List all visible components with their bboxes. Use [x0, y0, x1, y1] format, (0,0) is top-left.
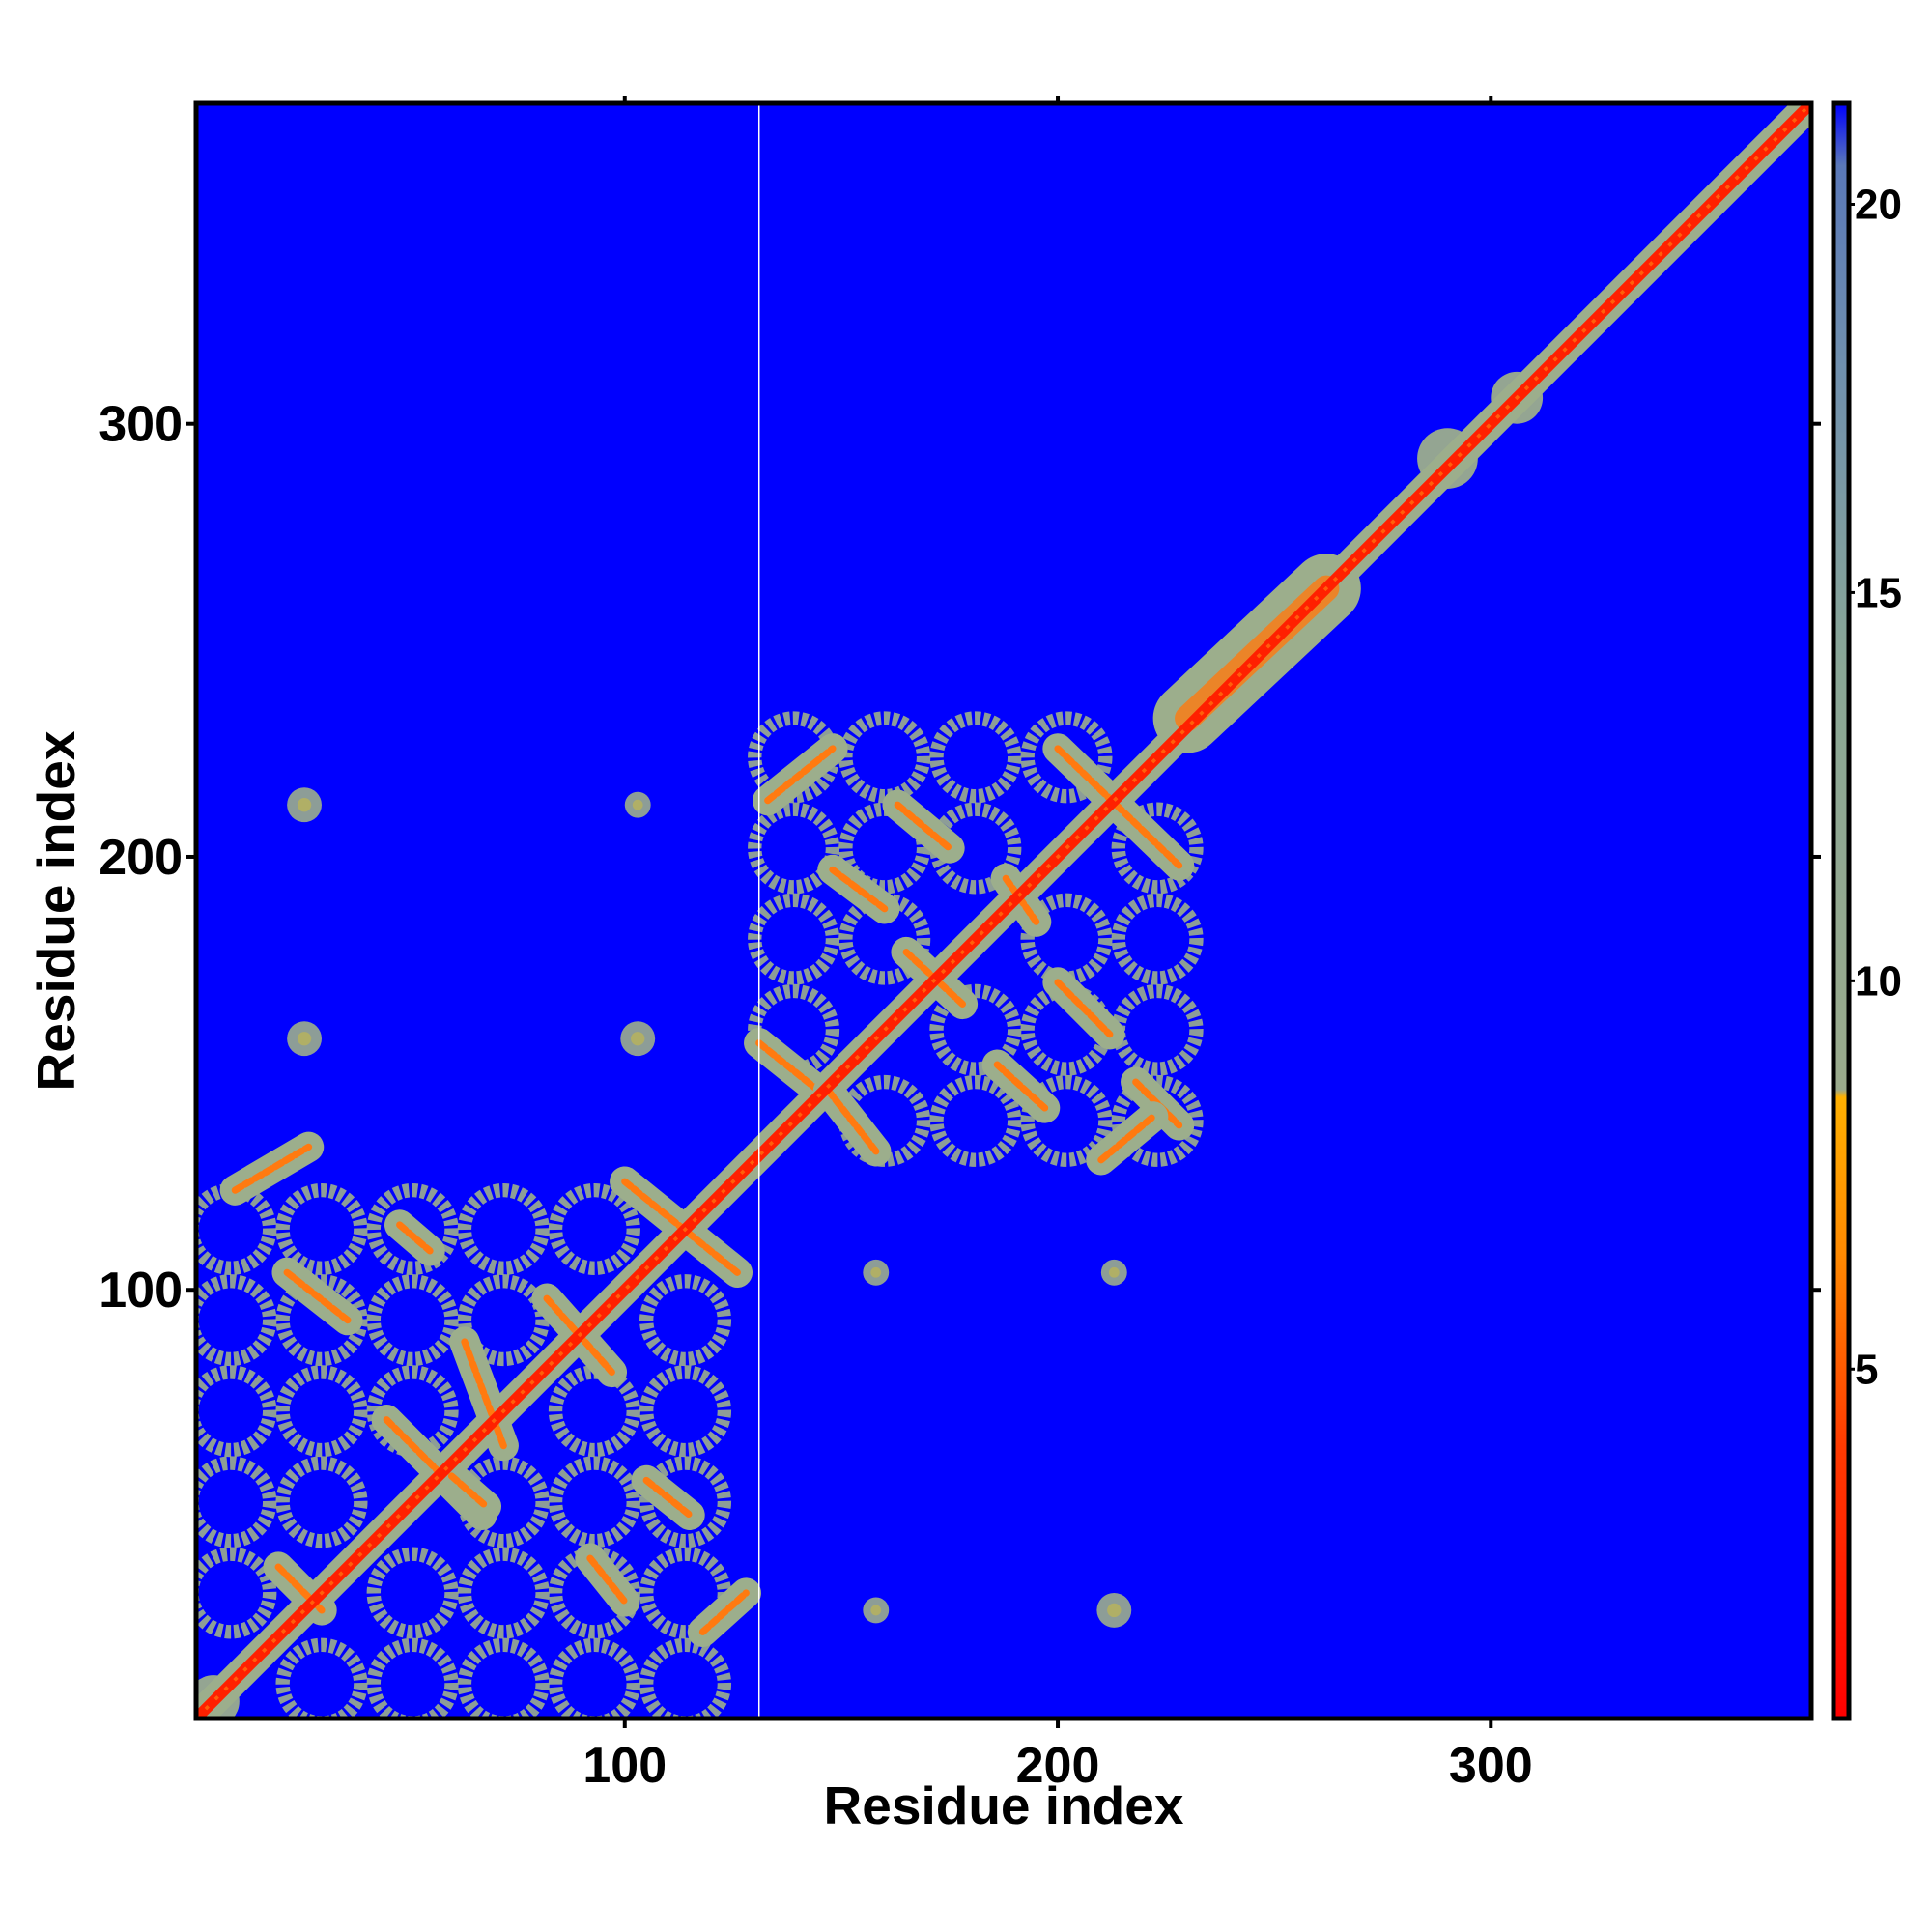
- diagonal-texture: [196, 103, 1811, 1719]
- domain-contact-halo: [548, 1182, 640, 1275]
- domain-contact-halo: [457, 1637, 550, 1719]
- helix-contact-core: [1054, 745, 1183, 869]
- helix-contact-core: [1097, 1113, 1157, 1164]
- helix-contact-core: [396, 1221, 434, 1255]
- domain-contact-halo: [366, 1547, 459, 1639]
- heatmap-layer: [196, 103, 1811, 1719]
- contact-blob-core: [631, 1032, 645, 1046]
- contact-blob-core: [632, 799, 643, 810]
- domain-contact-halo: [548, 1456, 640, 1548]
- domain-contact-halo: [1111, 893, 1204, 985]
- domain-contact-halo: [929, 711, 1022, 804]
- contact-blob-core: [1107, 1603, 1122, 1618]
- domain-contact-halo: [275, 1365, 368, 1458]
- domain-contact-halo: [748, 893, 840, 985]
- helix-contact-core: [993, 1061, 1049, 1112]
- domain-contact-halo: [457, 1547, 550, 1639]
- domain-contact-halo: [1111, 1074, 1204, 1167]
- helix-contact-core: [894, 801, 953, 852]
- domain-contact-halo: [639, 1456, 732, 1548]
- helix-contact-core: [586, 1554, 629, 1605]
- x-tick-label: 300: [1449, 1738, 1533, 1794]
- domain-contact-halo: [366, 1637, 459, 1719]
- domain-contact-halo: [748, 802, 840, 895]
- y-axis: 100 200 300: [99, 397, 1821, 1319]
- colorbar-tick-label: 10: [1855, 957, 1902, 1005]
- helix-contact-core: [829, 866, 889, 913]
- domain-contact-halo: [196, 1456, 277, 1548]
- domain-contact-halo: [275, 1637, 368, 1719]
- helix-contact-core: [824, 1087, 880, 1155]
- x-axis: 100 200 300: [582, 96, 1533, 1794]
- colorbar: 5 10 15 20: [1831, 100, 1902, 1721]
- domain-contact-halo: [929, 1074, 1022, 1167]
- domain-contact-halo: [639, 1274, 732, 1367]
- domain-contact-halo: [1020, 711, 1113, 804]
- domain-contact-halo: [548, 1637, 640, 1719]
- domain-contact-halo: [366, 1182, 459, 1275]
- colorbar-frame: [1831, 100, 1852, 1721]
- contact-blob-core: [1108, 1266, 1120, 1278]
- colorbar-tick-label: 5: [1855, 1346, 1878, 1393]
- contact-blob-core: [870, 1605, 882, 1616]
- colorbar-tick-label: 15: [1855, 569, 1902, 616]
- y-tick-label: 200: [99, 830, 183, 886]
- plot-panel: [193, 100, 1814, 1721]
- domain-contact-halo: [457, 1182, 550, 1275]
- contact-blob-core: [870, 1266, 882, 1278]
- helix-contact-core: [461, 1338, 507, 1450]
- contact-blob-core: [297, 798, 312, 812]
- colorbar-ramp: [1833, 103, 1849, 1719]
- domain-contact-halo: [639, 1365, 732, 1458]
- domain-contact-halo: [457, 1274, 550, 1367]
- x-tick-label: 200: [1016, 1738, 1100, 1794]
- domain-contact-halo: [196, 1365, 277, 1458]
- domain-contact-halo: [366, 1274, 459, 1367]
- colorbar-ticks: 5 10 15 20: [1849, 182, 1902, 1393]
- plot-frame: [193, 100, 1814, 1721]
- x-tick-label: 100: [582, 1738, 667, 1794]
- domain-contact-halo: [196, 1274, 277, 1367]
- helix-contact-core: [698, 1589, 750, 1635]
- domain-contact-halo: [196, 1547, 277, 1639]
- domain-contact-halo: [929, 983, 1022, 1076]
- helix-contact-core: [1054, 979, 1114, 1038]
- domain-contact-halo: [639, 1637, 732, 1719]
- contact-blob-core: [297, 1032, 312, 1046]
- y-tick-label: 100: [99, 1263, 183, 1319]
- domain-contact-halo: [1111, 802, 1204, 895]
- helix-contact-core: [231, 1143, 313, 1194]
- domain-contact-halo: [838, 711, 931, 804]
- helix-contact-core: [764, 745, 837, 805]
- domain-contact-halo: [1020, 1074, 1113, 1167]
- helix-contact-core: [755, 1039, 828, 1099]
- domain-contact-halo: [275, 1182, 368, 1275]
- y-tick-label: 300: [99, 397, 183, 453]
- x-axis-title: Residue index: [824, 1776, 1184, 1835]
- helix-contact-core: [447, 1472, 490, 1510]
- colorbar-tick-label: 20: [1855, 182, 1902, 229]
- helix-contact-core: [283, 1268, 352, 1324]
- diagonal-bulge: [1417, 428, 1478, 489]
- helix-contact-core: [642, 1476, 694, 1519]
- domain-contact-halo: [275, 1456, 368, 1548]
- y-axis-title: Residue index: [26, 730, 86, 1091]
